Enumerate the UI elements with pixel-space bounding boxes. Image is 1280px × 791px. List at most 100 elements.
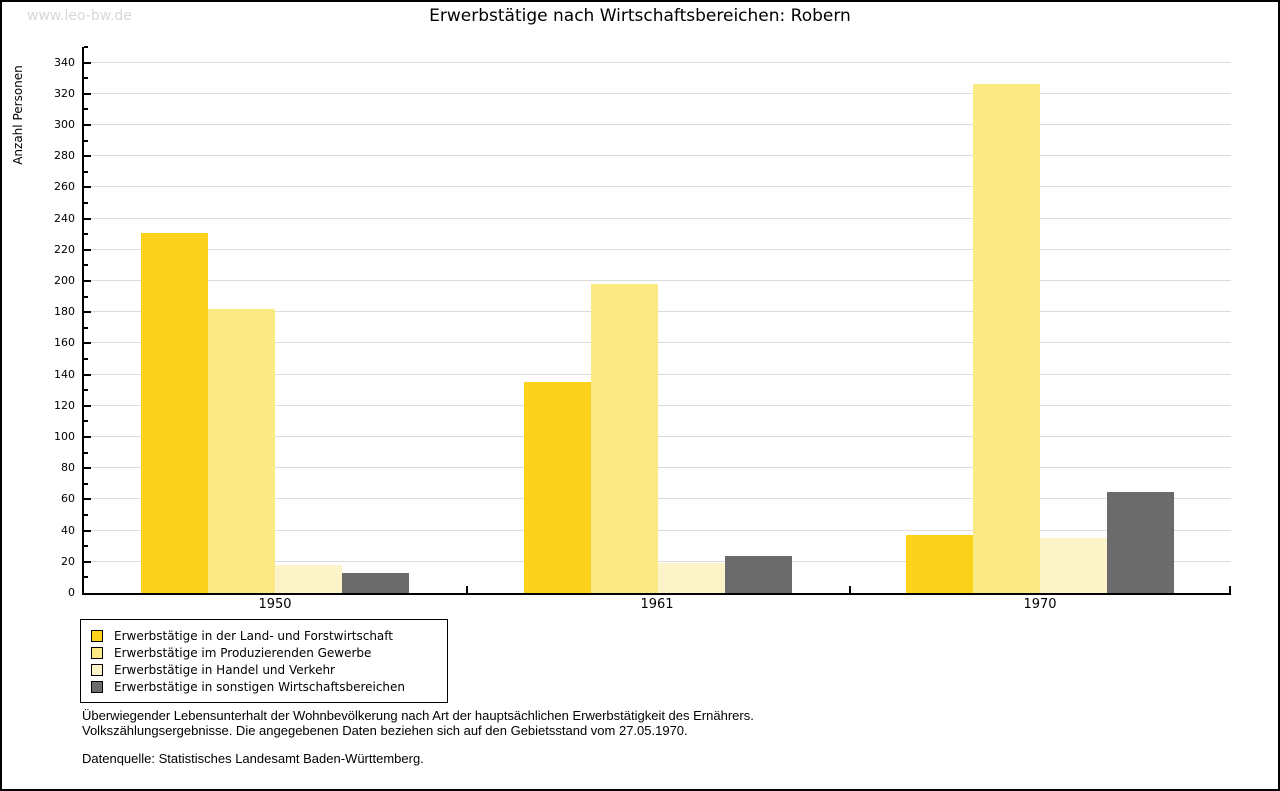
legend-swatch-icon bbox=[91, 680, 103, 693]
y-gridline bbox=[84, 155, 1231, 156]
y-axis-minor-tick bbox=[84, 171, 88, 173]
bar-1970-s4 bbox=[1107, 492, 1174, 593]
y-axis-major-tick bbox=[84, 186, 91, 188]
y-axis-minor-tick bbox=[84, 264, 88, 266]
y-axis-tick-label: 300 bbox=[54, 118, 75, 131]
y-axis-major-tick bbox=[84, 374, 91, 376]
y-gridline bbox=[84, 62, 1231, 63]
y-gridline bbox=[84, 186, 1231, 187]
x-axis-tick bbox=[466, 586, 468, 593]
x-axis-label-1970: 1970 bbox=[1023, 597, 1057, 612]
y-axis-tick-label: 160 bbox=[54, 336, 75, 349]
y-gridline bbox=[84, 218, 1231, 219]
y-axis-tick-label: 60 bbox=[61, 492, 75, 505]
y-gridline bbox=[84, 93, 1231, 94]
y-axis-tick-label: 320 bbox=[54, 87, 75, 100]
bar-1961-s4 bbox=[725, 556, 792, 593]
y-axis-minor-tick bbox=[84, 483, 88, 485]
y-axis-tick-label: 220 bbox=[54, 243, 75, 256]
y-axis-major-tick bbox=[84, 155, 91, 157]
y-axis-minor-tick bbox=[84, 327, 88, 329]
bar-1950-s3 bbox=[275, 565, 342, 593]
legend-label: Erwerbstätige in sonstigen Wirtschaftsbe… bbox=[114, 679, 406, 694]
y-axis-minor-tick bbox=[84, 202, 88, 204]
y-axis-tick-label: 20 bbox=[61, 555, 75, 568]
y-axis-major-tick bbox=[84, 342, 91, 344]
y-axis-major-tick bbox=[84, 405, 91, 407]
y-axis-tick-label: 340 bbox=[54, 56, 75, 69]
y-axis-major-tick bbox=[84, 124, 91, 126]
footer-source: Datenquelle: Statistisches Landesamt Bad… bbox=[82, 751, 424, 766]
y-axis-major-tick bbox=[84, 62, 91, 64]
bar-1950-s2 bbox=[208, 309, 275, 593]
y-axis-tick-label: 180 bbox=[54, 305, 75, 318]
y-axis-major-tick bbox=[84, 249, 91, 251]
y-axis-tick-label: 100 bbox=[54, 430, 75, 443]
x-axis-label-1961: 1961 bbox=[640, 597, 674, 612]
y-gridline bbox=[84, 280, 1231, 281]
y-axis-label: Anzahl Personen bbox=[11, 65, 25, 165]
x-axis-label-1950: 1950 bbox=[258, 597, 292, 612]
y-axis-tick-label: 280 bbox=[54, 149, 75, 162]
y-axis-minor-tick bbox=[84, 576, 88, 578]
legend-swatch-icon bbox=[91, 646, 103, 659]
bar-1970-s3 bbox=[1040, 538, 1107, 593]
legend-swatch-icon bbox=[91, 629, 103, 642]
y-axis-major-tick bbox=[84, 467, 91, 469]
y-axis-tick-label: 0 bbox=[68, 586, 75, 599]
y-axis-minor-tick bbox=[84, 545, 88, 547]
bar-1961-s1 bbox=[524, 382, 591, 593]
y-axis-minor-tick bbox=[84, 140, 88, 142]
y-axis-tick-label: 200 bbox=[54, 274, 75, 287]
footer-notes: Überwiegender Lebensunterhalt der Wohnbe… bbox=[82, 708, 754, 767]
legend-label: Erwerbstätige im Produzierenden Gewerbe bbox=[114, 645, 372, 660]
y-axis-tick-label: 140 bbox=[54, 368, 75, 381]
y-axis-minor-tick bbox=[84, 108, 88, 110]
y-axis-minor-tick bbox=[84, 514, 88, 516]
y-axis-major-tick bbox=[84, 218, 91, 220]
y-axis-minor-tick bbox=[84, 296, 88, 298]
x-axis-tick bbox=[849, 586, 851, 593]
legend-label: Erwerbstätige in der Land- und Forstwirt… bbox=[114, 628, 393, 643]
y-axis-minor-tick bbox=[84, 46, 88, 48]
y-axis-tick-label: 40 bbox=[61, 524, 75, 537]
y-axis-major-tick bbox=[84, 93, 91, 95]
y-axis-minor-tick bbox=[84, 77, 88, 79]
legend-row-1: Erwerbstätige in der Land- und Forstwirt… bbox=[91, 627, 447, 644]
x-axis-end-tick bbox=[1229, 586, 1231, 593]
y-axis-minor-tick bbox=[84, 452, 88, 454]
y-axis-minor-tick bbox=[84, 358, 88, 360]
bar-1950-s4 bbox=[342, 573, 409, 593]
y-axis-tick-label: 240 bbox=[54, 212, 75, 225]
y-axis-tick-label: 260 bbox=[54, 180, 75, 193]
legend-label: Erwerbstätige in Handel und Verkehr bbox=[114, 662, 335, 677]
footer-line-2: Volkszählungsergebnisse. Die angegebenen… bbox=[82, 722, 688, 738]
y-axis-major-tick bbox=[84, 436, 91, 438]
y-axis-tick-label: 80 bbox=[61, 461, 75, 474]
y-axis-minor-tick bbox=[84, 420, 88, 422]
legend-row-3: Erwerbstätige in Handel und Verkehr bbox=[91, 661, 447, 678]
bar-1961-s2 bbox=[591, 284, 658, 593]
footer-line-1: Überwiegender Lebensunterhalt der Wohnbe… bbox=[82, 708, 754, 723]
bar-1970-s2 bbox=[973, 84, 1040, 593]
y-axis-major-tick bbox=[84, 561, 91, 563]
y-axis-major-tick bbox=[84, 530, 91, 532]
y-axis-major-tick bbox=[84, 280, 91, 282]
bar-1950-s1 bbox=[141, 233, 208, 593]
bar-1970-s1 bbox=[906, 535, 973, 593]
plot-area: 0 20 40 60 80 100 120 140 160 180 200 220 240 260 280 3… bbox=[54, 46, 1231, 612]
y-axis-tick-label: 120 bbox=[54, 399, 75, 412]
watermark: www.leo-bw.de bbox=[27, 8, 132, 24]
y-axis-major-tick bbox=[84, 498, 91, 500]
legend-row-2: Erwerbstätige im Produzierenden Gewerbe bbox=[91, 644, 447, 661]
legend: Erwerbstätige in der Land- und Forstwirt… bbox=[80, 619, 448, 703]
y-axis-minor-tick bbox=[84, 233, 88, 235]
bar-1961-s3 bbox=[658, 563, 725, 593]
y-gridline bbox=[84, 124, 1231, 125]
y-gridline bbox=[84, 249, 1231, 250]
chart-title: Erwerbstätige nach Wirtschaftsbereichen:… bbox=[429, 6, 851, 26]
legend-swatch-icon bbox=[91, 663, 103, 676]
legend-row-4: Erwerbstätige in sonstigen Wirtschaftsbe… bbox=[91, 678, 447, 695]
y-axis-major-tick bbox=[84, 311, 91, 313]
